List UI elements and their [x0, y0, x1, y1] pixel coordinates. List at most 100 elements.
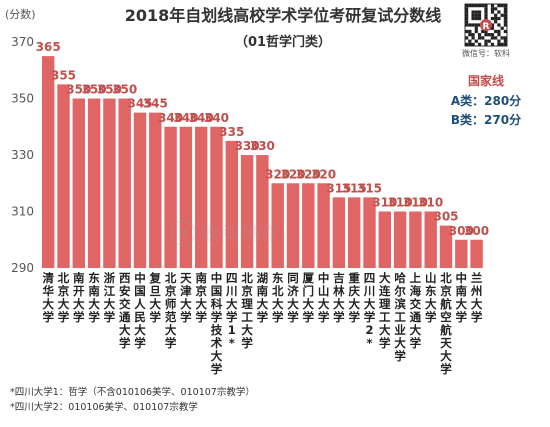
category-label: 南开大学 — [73, 271, 85, 324]
category-label: 中山大学 — [318, 271, 330, 324]
value-label: 350 — [97, 83, 122, 97]
bar — [195, 126, 208, 268]
value-label: 315 — [326, 181, 351, 195]
bar — [72, 98, 85, 268]
value-label: 300 — [449, 224, 474, 238]
value-label: 320 — [311, 167, 336, 181]
category-label: 四川大学 1 * — [225, 271, 238, 350]
value-label: 335 — [219, 125, 244, 139]
value-label: 355 — [51, 68, 76, 82]
category-label: 清华大学 — [42, 271, 54, 324]
bar — [439, 225, 453, 268]
footnote-2: *四川大学2：010106美学、010107宗教学 — [10, 401, 198, 413]
value-label: 340 — [204, 111, 229, 125]
category-label: 北京航空航天大学 — [440, 271, 452, 376]
bar — [363, 197, 376, 268]
bar — [409, 211, 422, 268]
value-label: 350 — [112, 83, 137, 97]
category-label: 东北大学 — [272, 271, 284, 324]
value-label: 330 — [250, 139, 275, 153]
y-tick-label: 370 — [11, 35, 34, 49]
chart-subtitle: （01哲学门类） — [235, 34, 331, 50]
bar — [348, 197, 361, 268]
category-label: 中国人民大学 — [134, 271, 146, 350]
category-label: 西安交通大学 — [119, 271, 131, 350]
bar — [179, 126, 193, 268]
y-tick-label: 330 — [11, 148, 34, 162]
bar — [317, 183, 330, 268]
value-label: 320 — [280, 167, 305, 181]
category-label: 上海交通大学 — [410, 271, 422, 350]
category-label: 南京大学 — [195, 271, 207, 324]
bar — [393, 211, 407, 268]
bar — [470, 239, 483, 268]
bar — [103, 98, 116, 268]
y-tick-label: 350 — [11, 92, 34, 106]
category-label: 哈尔滨工业大学 — [393, 271, 406, 363]
bar — [164, 126, 177, 268]
qr-caption: 微信号：软科 — [462, 48, 510, 58]
bar — [302, 183, 315, 268]
bar — [378, 211, 391, 268]
category-label: 山东大学 — [425, 271, 437, 324]
y-tick-label: 310 — [11, 205, 34, 219]
chart-title: 2018年自划线高校学术学位考研复试分数线 — [125, 6, 442, 25]
category-label: 同济大学 — [287, 271, 299, 324]
value-label: 315 — [357, 181, 382, 195]
bars — [42, 56, 483, 268]
watermark: R 软科 制作 — [170, 220, 278, 246]
category-label: 中南大学 — [456, 271, 468, 324]
category-label: 大连理工大学 — [379, 271, 391, 350]
value-label: 340 — [158, 111, 183, 125]
bar — [271, 183, 284, 268]
y-axis: 290 310 330 350 370 — [11, 35, 34, 275]
value-label: 340 — [189, 111, 214, 125]
value-label: 310 — [388, 196, 413, 210]
bar — [286, 183, 300, 268]
value-label: 300 — [464, 224, 489, 238]
category-label: 中国科学技术大学 — [210, 271, 223, 376]
value-label: 310 — [372, 196, 397, 210]
category-label: 厦门大学 — [303, 271, 315, 324]
category-label: 湖南大学 — [257, 271, 269, 324]
legend-a-line: A类：280分 — [451, 93, 521, 108]
category-label: 天津大学 — [180, 271, 192, 324]
value-label: 310 — [418, 196, 443, 210]
category-label: 吉林大学 — [333, 271, 345, 324]
legend-title: 国家线 — [468, 73, 504, 88]
bar — [424, 211, 437, 268]
category-label: 东南大学 — [88, 271, 100, 324]
category-label: 兰州大学 — [470, 271, 483, 324]
bar — [118, 98, 131, 268]
value-label: 340 — [173, 111, 198, 125]
value-label: 345 — [143, 97, 168, 111]
y-tick-label: 290 — [11, 261, 34, 275]
category-label: 北京师范大学 — [165, 271, 177, 350]
footnote-1: *四川大学1：哲学（不含010106美学、010107宗教学） — [10, 386, 255, 398]
category-labels: 清华大学北京大学南开大学东南大学浙江大学西安交通大学中国人民大学复旦大学北京师范… — [42, 271, 482, 376]
bar — [240, 155, 254, 268]
bar — [87, 98, 101, 268]
category-label: 浙江大学 — [104, 271, 116, 324]
bar — [133, 112, 147, 268]
bar — [256, 155, 269, 268]
svg-text:R: R — [178, 227, 188, 242]
value-label: 330 — [235, 139, 260, 153]
value-label: 315 — [342, 181, 367, 195]
value-label: 365 — [36, 40, 61, 54]
bar — [149, 112, 162, 268]
bar — [332, 197, 346, 268]
bar — [42, 56, 55, 268]
bar — [210, 126, 223, 268]
category-label: 复旦大学 — [149, 271, 162, 324]
value-label: 350 — [66, 83, 91, 97]
category-label: 北京大学 — [58, 271, 70, 324]
watermark-text: 软科 制作 — [200, 223, 278, 245]
bar — [225, 140, 238, 268]
qr-code: R — [464, 3, 508, 47]
bar — [455, 239, 468, 268]
value-label: 310 — [403, 196, 428, 210]
value-label: 320 — [296, 167, 321, 181]
value-labels: 3653553503503503503453453403403403403353… — [36, 40, 489, 238]
